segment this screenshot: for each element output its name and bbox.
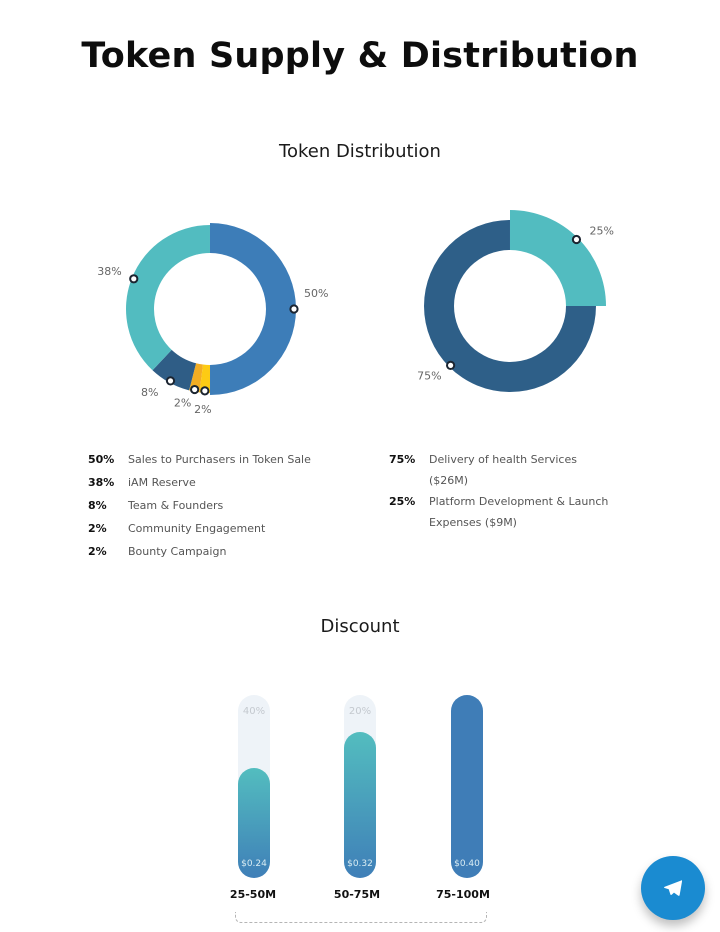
segment-percent-label: 2%: [174, 397, 191, 410]
legend-row: 8% Team & Founders: [88, 495, 311, 518]
bar-range-label: 75-100M: [436, 888, 490, 901]
legend-percent: 2%: [88, 522, 107, 535]
donut-segment: [199, 364, 210, 393]
segment-marker: [571, 234, 582, 245]
segment-marker: [200, 386, 210, 396]
bar-price-label: $0.24: [241, 859, 267, 869]
segment-percent-label: 8%: [141, 386, 158, 399]
segment-percent-label: 38%: [97, 265, 121, 278]
donut-segment: [510, 210, 606, 306]
bar-price-label: $0.32: [347, 859, 373, 869]
legend-label: iAM Reserve: [128, 476, 196, 489]
segment-marker: [129, 274, 139, 284]
legend-label: Delivery of health Services ($26M): [429, 453, 577, 487]
legend-row: 25% Platform Development & Launch Expens…: [389, 491, 619, 533]
legend-row: 2% Community Engagement: [88, 518, 311, 541]
legend-percent: 8%: [88, 499, 107, 512]
segment-percent-label: 25%: [589, 225, 613, 238]
legend-percent: 2%: [88, 545, 107, 558]
legend-label: Community Engagement: [128, 522, 266, 535]
donut-segment: [152, 349, 197, 391]
donut-segment: [424, 220, 596, 392]
segment-marker: [165, 376, 176, 386]
discount-title: Discount: [320, 616, 400, 637]
donut-segment: [189, 363, 203, 393]
funds-legend: 75% Delivery of health Services ($26M) 2…: [389, 449, 619, 533]
distribution-title: Token Distribution: [279, 141, 441, 162]
legend-label: Platform Development & Launch Expenses (…: [429, 495, 609, 529]
legend-percent: 38%: [88, 476, 115, 489]
bar-price-label: $0.40: [454, 859, 480, 869]
discount-bar: 20% $0.32: [344, 695, 376, 878]
bar-range-label: 50-75M: [333, 888, 381, 901]
legend-label: Sales to Purchasers in Token Sale: [128, 453, 311, 466]
legend-percent: 75%: [389, 453, 416, 466]
segment-percent-label: 50%: [304, 287, 328, 300]
token-distribution-donut: 50% 2%2% 8% 38%: [97, 223, 328, 416]
segment-marker: [190, 384, 200, 395]
legend-row: 2% Bounty Campaign: [88, 541, 311, 564]
funds-allocation-donut: 25% 75%: [417, 210, 614, 392]
range-bracket: [235, 912, 487, 923]
telegram-icon: [664, 880, 682, 896]
bar-fill: [451, 695, 483, 878]
legend-row: 75% Delivery of health Services ($26M): [389, 449, 619, 491]
segment-percent-label: 2%: [194, 403, 211, 416]
discount-bar: 40% $0.24: [238, 695, 270, 878]
legend-row: 50% Sales to Purchasers in Token Sale: [88, 449, 311, 472]
bar-discount-label: 40%: [242, 706, 266, 717]
bar-range-label: 25-50M: [229, 888, 277, 901]
segment-marker: [289, 304, 299, 314]
legend-percent: 25%: [389, 495, 416, 508]
donut-segment: [125, 225, 210, 371]
bar-fill: [344, 732, 376, 878]
distribution-legend: 50% Sales to Purchasers in Token Sale 38…: [88, 449, 311, 564]
bar-fill: [238, 768, 270, 878]
discount-bar: $0.40: [451, 695, 483, 878]
page-title: Token Supply & Distribution: [81, 36, 639, 76]
donut-segment: [210, 223, 297, 395]
telegram-button[interactable]: [641, 856, 705, 920]
segment-percent-label: 75%: [417, 369, 441, 382]
legend-label: Team & Founders: [128, 499, 224, 512]
legend-percent: 50%: [88, 453, 115, 466]
bar-discount-label: 20%: [348, 706, 372, 717]
legend-label: Bounty Campaign: [128, 545, 227, 558]
segment-marker: [446, 360, 456, 370]
legend-row: 38% iAM Reserve: [88, 472, 311, 495]
